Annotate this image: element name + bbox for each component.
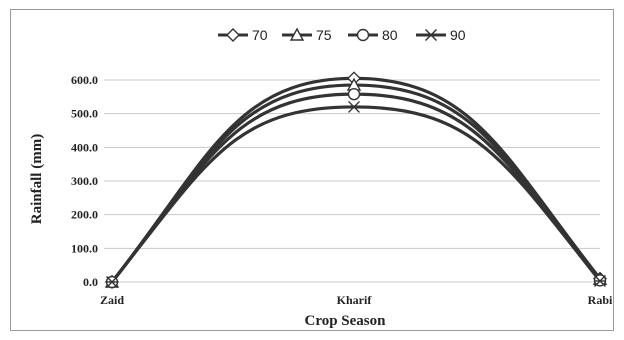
legend-label: 70 [252, 27, 268, 43]
legend: 70 75 80 90 [218, 27, 466, 43]
y-tick-label: 400.0 [71, 140, 98, 154]
x-tick-label: Zaid [100, 293, 124, 307]
legend-item-70: 70 [218, 27, 268, 43]
marker-80-kharif [347, 87, 361, 101]
y-tick-label: 300.0 [71, 174, 98, 188]
legend-marker-70 [226, 28, 240, 42]
marker-90-rabi [594, 274, 606, 287]
legend-item-75: 75 [282, 27, 332, 43]
series-line-90 [110, 105, 602, 283]
marker-90-kharif [348, 100, 360, 113]
x-tick-label: Rabi [588, 293, 613, 307]
gridlines [104, 79, 600, 283]
legend-item-80: 80 [348, 27, 398, 43]
x-tick-label: Kharif [337, 293, 373, 307]
legend-label: 75 [316, 27, 332, 43]
y-tick-label: 100.0 [71, 241, 98, 255]
series-line-75 [110, 83, 602, 283]
y-tick-label: 500.0 [71, 107, 98, 121]
x-axis-title: Crop Season [305, 313, 387, 329]
legend-marker-75 [289, 27, 305, 41]
marker-90-zaid [106, 276, 118, 288]
y-tick-label: 600.0 [71, 73, 98, 87]
x-tick-labels: Zaid Kharif Rabi [100, 293, 613, 307]
y-tick-labels: 0.0 100.0 200.0 300.0 400.0 500.0 600.0 [71, 73, 98, 289]
y-axis-title: Rainfall (mm) [29, 134, 45, 224]
legend-marker-90 [425, 29, 437, 41]
legend-label: 80 [382, 27, 398, 43]
series-markers [104, 71, 608, 289]
legend-marker-80 [356, 28, 370, 42]
legend-label: 90 [450, 27, 466, 43]
y-tick-label: 0.0 [83, 275, 98, 289]
y-tick-label: 200.0 [71, 208, 98, 222]
legend-item-90: 90 [416, 27, 466, 43]
